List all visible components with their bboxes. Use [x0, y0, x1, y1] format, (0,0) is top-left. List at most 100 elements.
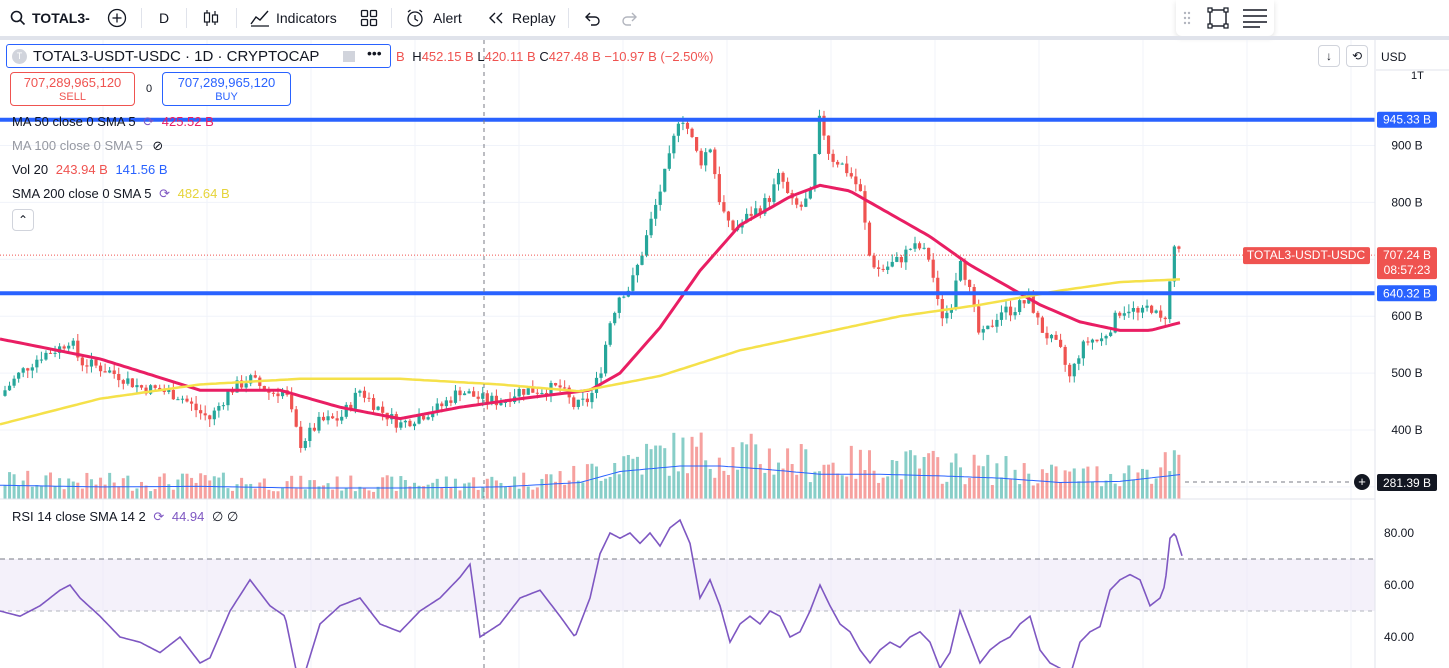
- volume-bar: [608, 476, 612, 499]
- volume-bar: [67, 478, 71, 499]
- candle-body: [981, 329, 985, 333]
- volume-bar: [1027, 473, 1031, 499]
- undo-button[interactable]: [583, 0, 601, 36]
- candle-body: [235, 380, 239, 393]
- candle-body: [999, 312, 1004, 320]
- indicators-button[interactable]: Indicators: [249, 0, 337, 36]
- sma200-legend[interactable]: SMA 200 close 0 SMA 5 ⟳ 482.64 B: [12, 186, 230, 202]
- object-tree-button[interactable]: [1242, 0, 1268, 36]
- redo-button[interactable]: [621, 0, 639, 36]
- candle-body: [631, 275, 635, 291]
- buy-button[interactable]: 707,289,965,120 BUY: [162, 72, 291, 106]
- volume-bar: [126, 475, 130, 499]
- chart-type-button[interactable]: [201, 0, 221, 36]
- candle-body: [776, 172, 781, 185]
- candle-body: [376, 406, 380, 410]
- volume-bar: [158, 476, 162, 499]
- volume-bar: [817, 471, 821, 499]
- refresh-icon[interactable]: ⟳: [159, 186, 170, 201]
- volume-bar: [827, 464, 831, 499]
- refresh-icon[interactable]: ⟳: [153, 509, 165, 524]
- select-area-button[interactable]: [1206, 0, 1230, 36]
- candle-body: [867, 222, 872, 256]
- candle-body: [849, 173, 853, 177]
- volume-bar: [485, 478, 489, 499]
- volume-bar: [403, 480, 407, 499]
- rsi-band: [0, 559, 1375, 611]
- drag-handle[interactable]: [1182, 0, 1192, 36]
- candle-body: [1036, 312, 1040, 318]
- volume-bar: [1131, 479, 1135, 499]
- rsi-line: [0, 518, 1183, 668]
- indicators-label: Indicators: [276, 10, 337, 26]
- volume-bar: [372, 491, 376, 499]
- compare-symbol-button[interactable]: [107, 0, 127, 36]
- vol-legend-value: 243.94 B: [55, 162, 108, 177]
- volume-bar: [736, 469, 740, 499]
- symbol-search-button[interactable]: TOTAL3-: [10, 0, 90, 36]
- interval-button[interactable]: D: [159, 0, 169, 36]
- candle-body: [649, 218, 653, 236]
- candle-body: [658, 191, 662, 205]
- candle-body: [1040, 317, 1044, 333]
- candle-body: [854, 176, 858, 185]
- ma100-legend[interactable]: MA 100 close 0 SMA 5 ⊘: [12, 138, 163, 154]
- volume-bar: [918, 468, 922, 499]
- candle-body: [1068, 364, 1072, 377]
- volume-bar: [1150, 483, 1154, 499]
- currency-label[interactable]: USD: [1381, 50, 1407, 64]
- candle-body: [203, 413, 207, 416]
- candles-icon: [203, 10, 219, 26]
- low-label: L: [477, 49, 485, 64]
- sell-button[interactable]: 707,289,965,120 SELL: [10, 72, 135, 106]
- ma50-legend[interactable]: MA 50 close 0 SMA 5 ⟳ 425.52 B: [12, 114, 214, 130]
- candle-body: [799, 204, 803, 207]
- candle-body: [558, 385, 562, 388]
- candle-body: [1022, 300, 1026, 304]
- vol-legend[interactable]: Vol 20 243.94 B 141.56 B: [12, 162, 168, 177]
- volume-bar: [267, 489, 271, 499]
- candle-body: [417, 415, 421, 424]
- volume-bar: [408, 486, 412, 499]
- candle-body: [863, 191, 867, 223]
- volume-bar: [221, 472, 225, 499]
- collapse-legend-button[interactable]: ⌃: [12, 209, 34, 231]
- replay-button[interactable]: Replay: [486, 0, 556, 36]
- candle-body: [267, 391, 271, 393]
- crosshair-plus-icon[interactable]: [1354, 474, 1370, 490]
- level1-tag: [1377, 111, 1437, 128]
- reset-chart-button[interactable]: ⟲: [1346, 45, 1368, 67]
- candle-body: [1095, 339, 1099, 342]
- scroll-down-button[interactable]: ↓: [1318, 45, 1340, 67]
- refresh-icon[interactable]: ⟳: [143, 114, 155, 129]
- candle-body: [435, 403, 439, 413]
- candle-body: [240, 380, 244, 388]
- volume-bar: [426, 484, 430, 499]
- eye-hidden-icon[interactable]: ⊘: [152, 138, 164, 153]
- volume-bar: [599, 480, 603, 499]
- toolbar-separator: [236, 8, 237, 28]
- volume-bar: [467, 482, 471, 499]
- templates-button[interactable]: [360, 0, 378, 36]
- candle-body: [763, 198, 767, 214]
- more-dots-icon[interactable]: •••: [367, 45, 382, 61]
- volume-bar: [863, 470, 867, 499]
- candle-body: [371, 398, 376, 410]
- candle-body: [167, 389, 171, 392]
- symbol-legend-box[interactable]: T TOTAL3-USDT-USDC · 1D · CRYPTOCAP •••: [6, 44, 391, 68]
- volume-bar: [754, 444, 758, 499]
- alert-button[interactable]: Alert: [405, 0, 462, 36]
- candle-body: [139, 385, 144, 388]
- arrow-down-icon: ↓: [1326, 49, 1332, 63]
- candle-body: [531, 388, 535, 393]
- candle-body: [695, 137, 699, 151]
- volume-bar: [558, 471, 562, 499]
- bar-countdown: 08:57:23: [1384, 263, 1431, 277]
- volume-bar: [981, 466, 985, 499]
- volume-bar: [26, 470, 30, 499]
- volume-bar: [708, 468, 712, 499]
- volume-bar: [1077, 481, 1081, 499]
- rsi-legend[interactable]: RSI 14 close SMA 14 2 ⟳ 44.94 ∅ ∅: [12, 509, 238, 525]
